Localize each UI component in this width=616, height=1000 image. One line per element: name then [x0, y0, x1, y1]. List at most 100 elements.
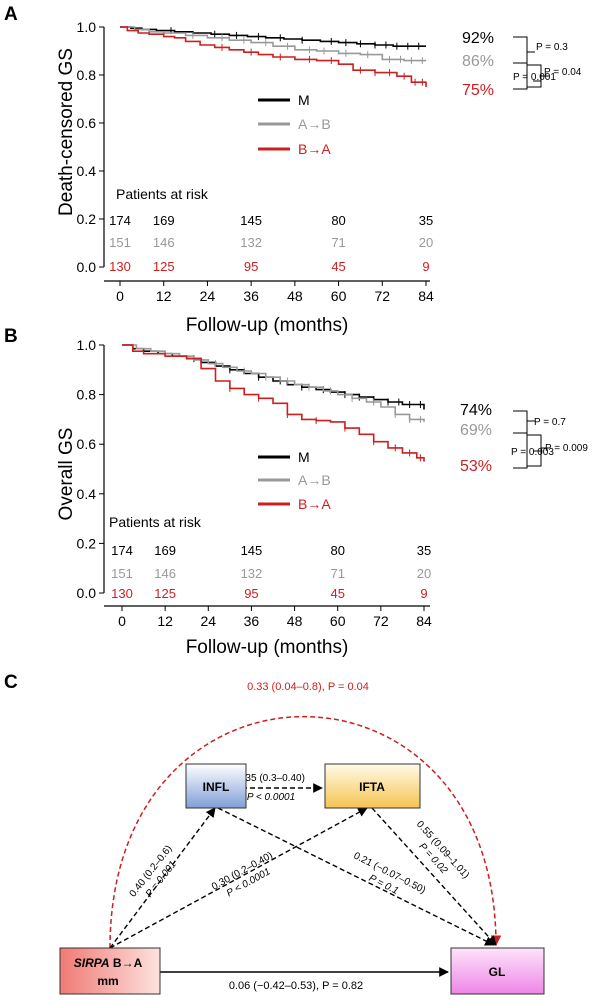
x-tick-label-b: 84: [416, 613, 432, 629]
node-infl: INFL: [185, 763, 247, 809]
x-tick-label-b: 24: [200, 613, 216, 629]
y-ticks-b: 0.0 0.2 0.4 0.6 0.8 1.0: [77, 337, 104, 601]
km-curve-ba-a: [120, 26, 427, 87]
node-infl-label: INFL: [203, 780, 230, 794]
risk-count-m-a: 169: [153, 213, 175, 228]
x-tick-label-a: 60: [331, 288, 347, 304]
panel-c: C 0.33 (0.04–0.8), P = 0.04 0.35 (0.3–0.…: [4, 672, 545, 995]
legend-label-m: M: [298, 92, 310, 108]
pvalue-a-3: P = 0.04: [544, 67, 582, 78]
x-axis-title-a: Follow-up (months): [186, 315, 349, 336]
risk-count-ba-b: 130: [111, 586, 133, 601]
edge-infl-gl: [217, 807, 495, 946]
edge-ifta-gl: [371, 807, 497, 946]
node-sirpa-gene: SIRPA: [74, 956, 110, 970]
series-b: [122, 344, 425, 462]
risk-count-ba-b: 95: [244, 586, 258, 601]
risk-count-ab-a: 20: [419, 235, 433, 250]
pvalue-a-2: P = 0.001: [513, 72, 556, 83]
risk-count-ab-b: 20: [417, 566, 431, 581]
node-ifta: IFTA: [324, 763, 421, 809]
risk-count-m-b: 174: [111, 543, 133, 558]
legend-label-ab: A→B: [298, 116, 331, 132]
y-axis-title-b: Overall GS: [56, 428, 77, 521]
panel-b: B Overall GS 0.0 0.2 0.4 0.6 0.8 1.0 0 12 24 36 4…: [4, 326, 588, 658]
legend-label-ba: B→A: [298, 141, 331, 157]
x-tick-label-a: 24: [200, 288, 216, 304]
risk-count-ba-a: 130: [109, 259, 131, 274]
x-tick-label-b: 72: [373, 613, 389, 629]
edge-sirpa-gl-curve: [109, 715, 502, 949]
panel-label-b: B: [4, 326, 18, 347]
edge-sirpa-ifta: [109, 807, 368, 949]
risk-count-ab-b: 151: [111, 566, 133, 581]
y-tick-label-a: 1.0: [77, 19, 97, 35]
node-gl: GL: [450, 947, 545, 995]
x-tick-label-b: 36: [244, 613, 260, 629]
risk-count-m-a: 80: [331, 213, 345, 228]
km-curve-ab-b: [122, 344, 425, 422]
risk-title-a: Patients at risk: [116, 186, 209, 202]
x-tick-label-a: 36: [243, 288, 259, 304]
edge-label-sirpa-ifta: 0.30 (0.2–0.40) P < 0.0001: [210, 850, 275, 899]
risk-count-ba-b: 125: [154, 586, 176, 601]
x-tick-label-a: 72: [374, 288, 390, 304]
edge-label-infl-ifta-1: 0.35 (0.3–0.40): [237, 773, 305, 784]
edge-label-infl-gl: 0.21 (−0.07–0.50) P = 0.1: [352, 850, 428, 897]
km-curve-m-a: [120, 26, 426, 47]
risk-count-ba-a: 95: [244, 259, 258, 274]
risk-count-ab-b: 132: [241, 566, 263, 581]
end-label-ba-a: 75%: [462, 82, 494, 99]
legend-label-ba-b: B→A: [298, 496, 331, 512]
risk-count-ab-b: 146: [154, 566, 176, 581]
risk-count-ba-a: 9: [422, 259, 429, 274]
x-ticks-b: 0 12 24 36 48 60 72 84: [118, 606, 432, 629]
panel-a: A Death-censored GS 0.0 0.2 0.4 0.6 0.8 1.0 0…: [4, 4, 582, 336]
y-tick-label-a: 0.4: [77, 163, 97, 179]
risk-count-m-a: 174: [109, 213, 131, 228]
edge-label-sirpa-gl: 0.06 (−0.42–0.53), P = 0.82: [229, 980, 363, 992]
x-tick-label-a: 84: [418, 288, 434, 304]
pvalue-b-2: P = 0.003: [511, 447, 554, 458]
pvalue-b-1: P = 0.7: [534, 417, 566, 428]
y-tick-label-a: 0.2: [77, 211, 97, 227]
legend-label-m-b: M: [298, 449, 310, 465]
risk-count-m-b: 35: [417, 543, 431, 558]
x-tick-label-b: 12: [157, 613, 173, 629]
pvalue-b-3: P = 0.009: [545, 443, 588, 454]
pvalue-a-1: P = 0.3: [536, 42, 568, 53]
y-tick-label-b: 0.8: [77, 387, 97, 403]
risk-title-b: Patients at risk: [109, 514, 202, 530]
edge-label-top-curve: 0.33 (0.04–0.8), P = 0.04: [247, 681, 369, 693]
edge-sirpa-infl: [109, 807, 216, 949]
end-label-ba-b: 53%: [460, 458, 492, 475]
end-label-m-a: 92%: [462, 30, 494, 47]
risk-count-ab-a: 151: [109, 235, 131, 250]
node-sirpa-rest: B→A: [110, 956, 143, 970]
x-tick-label-a: 12: [156, 288, 172, 304]
node-sirpa: SIRPA B→A mm: [59, 947, 161, 995]
y-tick-label-a: 0.8: [77, 67, 97, 83]
x-tick-label-a: 48: [287, 288, 303, 304]
x-tick-label-a: 0: [116, 288, 124, 304]
x-tick-label-b: 0: [118, 613, 126, 629]
legend-b: M A→B B→A: [258, 449, 331, 512]
km-curve-ba-b: [122, 344, 425, 462]
y-tick-label-b: 1.0: [77, 337, 97, 353]
end-label-ab-b: 69%: [460, 422, 492, 439]
end-label-ab-a: 86%: [462, 53, 494, 70]
end-label-m-b: 74%: [460, 402, 492, 419]
y-tick-label-a: 0.0: [77, 259, 97, 275]
edge-label-infl-ifta-2: P < 0.0001: [247, 792, 295, 803]
series-a: [120, 26, 427, 87]
pvalue-brackets-a: [513, 36, 549, 90]
legend-a: M A→B B→A: [258, 92, 331, 157]
risk-count-ab-a: 71: [331, 235, 345, 250]
y-tick-label-b: 0.2: [77, 535, 97, 551]
x-axis-title-b: Follow-up (months): [186, 637, 349, 658]
risk-count-ba-a: 45: [331, 259, 345, 274]
x-tick-label-b: 48: [287, 613, 303, 629]
km-curve-ab-a: [120, 26, 426, 62]
risk-count-ab-a: 132: [240, 235, 262, 250]
